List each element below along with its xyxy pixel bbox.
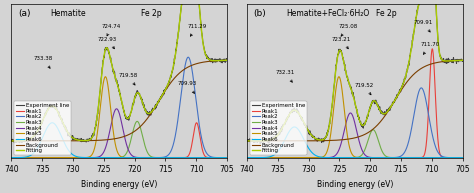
Text: Hematite: Hematite [50, 9, 86, 18]
Text: 724.74: 724.74 [102, 24, 121, 36]
Text: Hematite+FeCl₂·6H₂O: Hematite+FeCl₂·6H₂O [286, 9, 369, 18]
Text: 719.52: 719.52 [354, 83, 374, 95]
Text: 709.91: 709.91 [413, 20, 433, 32]
Text: 723.21: 723.21 [332, 37, 351, 49]
Text: 711.29: 711.29 [188, 24, 207, 36]
X-axis label: Binding energy (eV): Binding energy (eV) [317, 180, 393, 189]
X-axis label: Binding energy (eV): Binding energy (eV) [81, 180, 157, 189]
Text: 725.08: 725.08 [338, 24, 358, 36]
Legend: Experiment line, Peak1, Peak2, Peak3, Peak4, Peak5, Peak6, Background, Fitting: Experiment line, Peak1, Peak2, Peak3, Pe… [14, 101, 71, 155]
Text: 711.70: 711.70 [421, 42, 440, 54]
Text: (a): (a) [18, 9, 30, 18]
Text: 722.93: 722.93 [98, 37, 117, 49]
Text: (b): (b) [254, 9, 266, 18]
Text: 732.31: 732.31 [275, 70, 295, 82]
Text: 719.58: 719.58 [118, 73, 137, 85]
Text: 733.38: 733.38 [33, 56, 53, 68]
Text: 709.93: 709.93 [178, 81, 197, 93]
Text: Fe 2p: Fe 2p [141, 9, 161, 18]
Text: Fe 2p: Fe 2p [376, 9, 397, 18]
Legend: Experiment line, Peak1, Peak2, Peak3, Peak4, Peak5, Peak6, Background, Fitting: Experiment line, Peak1, Peak2, Peak3, Pe… [250, 101, 307, 155]
